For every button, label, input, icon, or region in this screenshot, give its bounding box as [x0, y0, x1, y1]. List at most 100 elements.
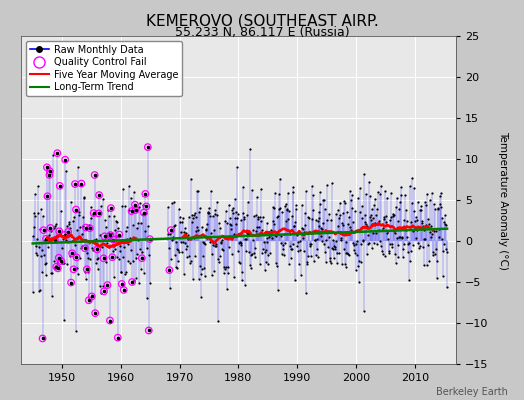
- Point: [193, 188, 201, 194]
- Point: [366, 212, 375, 218]
- Point: [249, 227, 257, 234]
- Point: [96, 282, 104, 289]
- Point: [418, 244, 427, 251]
- Point: [260, 266, 269, 273]
- Point: [146, 236, 154, 242]
- Point: [413, 227, 421, 234]
- Point: [239, 184, 247, 190]
- Point: [371, 220, 379, 226]
- Point: [378, 248, 386, 254]
- Point: [79, 214, 88, 220]
- Point: [355, 279, 364, 286]
- Point: [419, 222, 427, 229]
- Point: [184, 236, 193, 242]
- Point: [202, 227, 210, 233]
- Point: [231, 196, 239, 202]
- Point: [143, 245, 151, 251]
- Point: [117, 269, 125, 275]
- Point: [215, 258, 223, 265]
- Point: [85, 225, 94, 231]
- Point: [45, 232, 53, 238]
- Point: [72, 206, 80, 213]
- Point: [394, 254, 402, 260]
- Point: [440, 218, 449, 225]
- Point: [52, 260, 61, 266]
- Point: [49, 236, 58, 242]
- Point: [100, 255, 108, 262]
- Point: [369, 229, 378, 236]
- Point: [36, 286, 45, 293]
- Point: [97, 289, 105, 296]
- Point: [430, 228, 439, 234]
- Point: [73, 226, 82, 233]
- Point: [307, 253, 315, 259]
- Point: [303, 252, 312, 259]
- Point: [265, 231, 274, 238]
- Point: [262, 258, 270, 265]
- Point: [414, 199, 422, 205]
- Point: [252, 228, 260, 234]
- Point: [394, 241, 402, 248]
- Point: [358, 238, 367, 244]
- Point: [362, 191, 370, 198]
- Point: [236, 239, 244, 246]
- Point: [429, 248, 438, 255]
- Point: [68, 238, 76, 244]
- Point: [263, 239, 271, 246]
- Point: [390, 251, 399, 257]
- Point: [95, 232, 104, 239]
- Point: [54, 254, 63, 261]
- Point: [110, 213, 118, 219]
- Point: [182, 242, 191, 249]
- Point: [232, 208, 241, 215]
- Point: [425, 220, 433, 227]
- Point: [300, 248, 309, 255]
- Point: [118, 254, 127, 260]
- Point: [332, 238, 341, 244]
- Point: [369, 215, 377, 222]
- Point: [411, 225, 419, 232]
- Point: [290, 223, 298, 229]
- Point: [297, 272, 305, 278]
- Point: [68, 250, 77, 256]
- Point: [116, 268, 125, 275]
- Point: [54, 254, 63, 261]
- Point: [352, 267, 360, 273]
- Point: [74, 270, 83, 277]
- Point: [65, 219, 73, 225]
- Point: [371, 196, 379, 202]
- Point: [275, 191, 283, 197]
- Point: [408, 200, 416, 206]
- Point: [410, 208, 418, 214]
- Point: [189, 215, 198, 222]
- Point: [397, 184, 406, 190]
- Point: [270, 205, 279, 211]
- Point: [325, 255, 334, 261]
- Point: [332, 210, 340, 217]
- Point: [298, 202, 306, 208]
- Point: [111, 227, 119, 234]
- Point: [322, 237, 331, 244]
- Point: [71, 181, 79, 187]
- Point: [387, 214, 395, 220]
- Point: [266, 250, 274, 256]
- Point: [54, 233, 62, 239]
- Point: [197, 293, 205, 300]
- Point: [164, 203, 172, 210]
- Point: [244, 198, 252, 205]
- Point: [337, 237, 345, 244]
- Point: [75, 209, 84, 215]
- Point: [239, 210, 248, 216]
- Point: [91, 310, 100, 316]
- Point: [423, 262, 432, 268]
- Point: [416, 242, 424, 249]
- Point: [267, 232, 275, 238]
- Point: [209, 212, 217, 219]
- Point: [123, 224, 131, 230]
- Point: [420, 227, 429, 233]
- Point: [198, 224, 206, 230]
- Point: [85, 225, 94, 231]
- Point: [428, 190, 436, 196]
- Point: [43, 193, 52, 200]
- Point: [270, 221, 278, 227]
